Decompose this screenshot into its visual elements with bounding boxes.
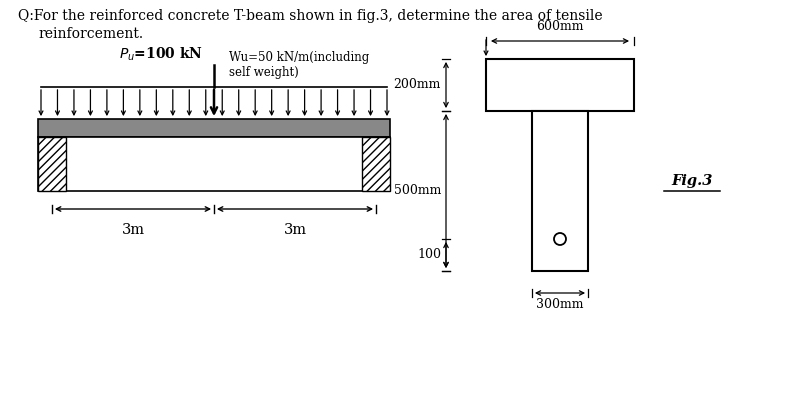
- Bar: [486, 59, 634, 111]
- Text: 100: 100: [417, 249, 441, 261]
- Text: 600mm: 600mm: [536, 20, 584, 33]
- Text: Wu=50 kN/m(including
self weight): Wu=50 kN/m(including self weight): [229, 51, 370, 79]
- Bar: [362, 137, 390, 191]
- Text: Q:For the reinforced concrete T-beam shown in fig.3, determine the area of tensi: Q:For the reinforced concrete T-beam sho…: [18, 9, 602, 23]
- Bar: [38, 137, 66, 191]
- Text: $P_u$=100 kN: $P_u$=100 kN: [119, 45, 203, 63]
- Text: 300mm: 300mm: [536, 298, 584, 311]
- Bar: [532, 111, 588, 271]
- Text: 200mm: 200mm: [394, 79, 441, 91]
- Bar: [38, 137, 390, 191]
- Bar: [38, 119, 390, 137]
- Text: Fig.3: Fig.3: [671, 174, 713, 188]
- Text: reinforcement.: reinforcement.: [38, 27, 143, 41]
- Text: 500mm: 500mm: [394, 184, 441, 198]
- Text: 3m: 3m: [283, 223, 306, 237]
- Text: 3m: 3m: [122, 223, 145, 237]
